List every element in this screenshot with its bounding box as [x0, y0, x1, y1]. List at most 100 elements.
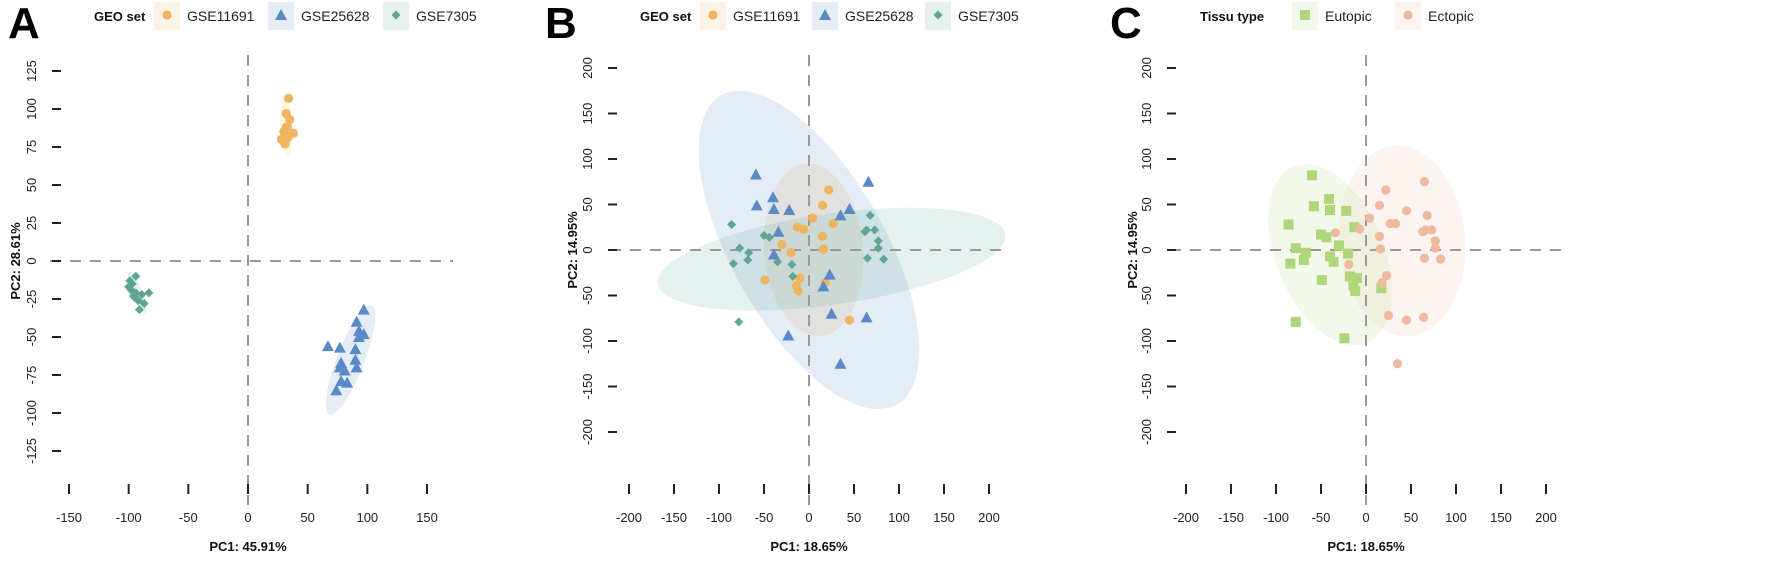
data-point-ectopic [1422, 210, 1432, 221]
data-point-gse7305 [870, 225, 880, 235]
data-point-gse7305 [764, 232, 774, 242]
legend-diamond-icon [933, 10, 943, 20]
data-point-eutopic [1316, 275, 1327, 286]
legend-diamond-icon [391, 10, 401, 20]
data-point-gse25628 [825, 307, 838, 319]
data-point-gse25628 [338, 364, 351, 376]
y-tick-label: -150 [1139, 373, 1154, 399]
x-tick-label: 150 [416, 510, 438, 525]
data-point-eutopic [1325, 204, 1335, 215]
x-tick-label: -200 [1173, 510, 1199, 525]
data-point-eutopic [1350, 285, 1361, 296]
y-tick-label: 100 [1139, 148, 1154, 170]
data-point-eutopic [1324, 194, 1335, 205]
data-point-gse7305 [735, 243, 745, 253]
y-tick-label: 50 [24, 178, 39, 192]
data-point-gse7305 [728, 259, 738, 269]
data-point-gse7305 [865, 210, 875, 220]
data-point-eutopic [1339, 333, 1350, 344]
data-point-gse25628 [817, 280, 830, 292]
y-tick-label: 50 [580, 197, 595, 211]
legend-label: Eutopic [1325, 8, 1372, 24]
data-point-gse11691 [817, 200, 828, 211]
y-tick-label: 100 [580, 148, 595, 170]
legend-label: GSE11691 [733, 8, 801, 24]
data-point-eutopic [1334, 240, 1344, 251]
data-point-gse7305 [144, 288, 154, 298]
data-point-gse25628 [357, 303, 370, 315]
y-tick-label: 0 [580, 246, 595, 253]
panel-letter: C [1110, 0, 1142, 48]
data-point-eutopic [1290, 243, 1301, 254]
x-tick-label: 0 [244, 510, 251, 525]
data-point-gse7305 [873, 236, 883, 246]
y-tick-label: 0 [1139, 246, 1154, 253]
data-point-gse25628 [767, 248, 780, 260]
data-point-gse11691 [283, 93, 294, 103]
panel-letter: B [545, 0, 577, 48]
data-point-gse7305 [787, 260, 797, 270]
data-point-gse11691 [285, 115, 295, 125]
x-tick-label: 0 [1362, 510, 1369, 525]
data-point-ectopic [1419, 312, 1429, 322]
data-point-eutopic [1308, 201, 1319, 212]
data-point-gse11691 [844, 315, 855, 325]
y-tick-label: -150 [580, 373, 595, 399]
x-tick-label: -150 [1218, 510, 1244, 525]
data-point-ectopic [1374, 200, 1385, 211]
legend-square-icon [1300, 10, 1310, 20]
data-point-gse25628 [862, 175, 875, 187]
x-tick-label: -100 [1263, 510, 1289, 525]
data-point-eutopic [1348, 280, 1359, 291]
data-point-gse7305 [127, 279, 137, 289]
y-tick-label: 100 [24, 98, 39, 120]
data-point-ectopic [1375, 244, 1385, 254]
data-point-ectopic [1401, 315, 1412, 325]
data-point-ectopic [1382, 270, 1392, 281]
x-tick-label: 50 [847, 510, 861, 525]
data-point-gse11691 [824, 185, 834, 195]
data-point-gse7305 [744, 248, 754, 258]
legend-circle-icon [1403, 10, 1413, 20]
x-tick-label: 200 [1535, 510, 1557, 525]
legend-label: GSE25628 [845, 8, 914, 24]
y-tick-label: 75 [24, 140, 39, 154]
data-point-ectopic [1365, 213, 1375, 223]
data-point-ectopic [1420, 225, 1430, 235]
x-tick-label: 50 [300, 510, 314, 525]
data-point-ectopic [1401, 206, 1412, 216]
legend-title: GEO set [640, 9, 692, 24]
data-point-eutopic [1341, 205, 1352, 216]
data-point-eutopic [1343, 248, 1353, 259]
data-point-ectopic [1436, 254, 1446, 264]
data-point-gse7305 [873, 243, 883, 253]
data-point-gse7305 [743, 255, 753, 265]
data-point-gse25628 [349, 353, 362, 365]
data-point-gse7305 [788, 271, 798, 281]
data-point-gse7305 [139, 299, 149, 309]
x-tick-label: 200 [978, 510, 1000, 525]
y-tick-label: -200 [580, 419, 595, 445]
legend: GEO set GSE11691 GSE25628 GSE7305 [94, 2, 477, 30]
data-point-gse11691 [793, 286, 803, 296]
data-point-ectopic [1330, 228, 1340, 238]
y-tick-label: -100 [580, 328, 595, 354]
data-point-gse11691 [817, 231, 828, 241]
data-point-gse7305 [134, 305, 144, 315]
data-point-gse11691 [760, 275, 770, 285]
data-point-gse25628 [834, 357, 847, 369]
data-point-gse7305 [137, 289, 147, 299]
data-point-gse25628 [860, 311, 873, 323]
y-tick-label: 25 [24, 216, 39, 230]
legend-triangle-icon [275, 9, 287, 20]
data-point-gse7305 [727, 220, 737, 230]
x-tick-label: 50 [1404, 510, 1418, 525]
data-point-gse7305 [862, 225, 872, 235]
x-axis-title: PC1: 18.65% [1327, 539, 1405, 554]
data-point-gse7305 [734, 317, 744, 327]
y-tick-label: 150 [1139, 103, 1154, 125]
x-tick-label: -150 [661, 510, 687, 525]
data-point-gse25628 [782, 329, 795, 341]
y-axis-title: PC2: 14.95% [1125, 211, 1140, 289]
